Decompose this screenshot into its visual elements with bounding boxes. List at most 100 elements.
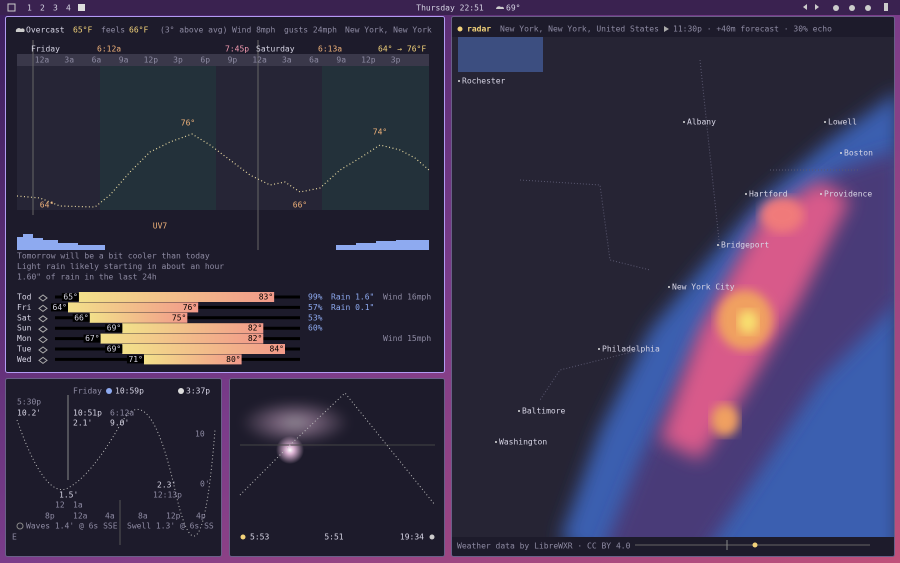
city-label: Lowell — [828, 118, 857, 127]
waves: Waves 1.4' @ 6s SSE — [26, 522, 118, 531]
lo-bg — [105, 345, 123, 353]
rain-amount: Rain 1.6" — [331, 293, 374, 302]
forecast-hi: 83° — [259, 293, 273, 302]
forecast-lo: 67° — [85, 334, 99, 343]
moonset-icon — [106, 388, 112, 394]
forecast-day: Wed — [17, 355, 32, 364]
lo-bg — [83, 334, 101, 343]
precip-chance: 99% — [308, 293, 323, 302]
moonset: 10:59p — [115, 387, 144, 396]
forecast-day: Tue — [17, 345, 32, 354]
scale-label: 10 — [195, 430, 205, 439]
forecast-icon — [38, 315, 48, 323]
date-mark: 12 — [55, 501, 65, 510]
tide-height: 9.0' — [110, 419, 129, 428]
tide-time: 12:13p — [153, 491, 182, 500]
active-workspace[interactable] — [78, 4, 85, 11]
forecast-lo: 71° — [128, 355, 142, 364]
city-label: Bridgeport — [721, 241, 769, 250]
swell: Swell 1.3' @ 6s SS — [127, 522, 214, 531]
tide-height: 2.3' — [157, 481, 176, 490]
rain-bars — [336, 240, 429, 250]
tide-curve — [16, 408, 216, 537]
workspace[interactable]: 1 — [27, 4, 32, 13]
hour-label: 12a — [35, 56, 50, 65]
city-dot — [824, 121, 826, 123]
sunset: 19:34 — [400, 533, 424, 542]
forecast-hi: 75° — [172, 313, 186, 322]
city-label: Rochester — [462, 77, 506, 86]
play-icon[interactable] — [664, 26, 669, 32]
city-dot — [518, 410, 520, 412]
temp-bar — [89, 312, 188, 323]
workspace[interactable]: 2 — [40, 4, 45, 13]
forecast-icon — [38, 325, 48, 333]
tide-hour: 12a — [73, 512, 88, 521]
city-dot — [820, 193, 822, 195]
sunset-icon — [429, 534, 435, 540]
lo-bg — [61, 293, 79, 301]
moonrise-icon — [178, 388, 184, 394]
workspace[interactable]: 4 — [66, 4, 71, 13]
temp-label: 64° — [40, 201, 54, 210]
feels-label: feels — [101, 26, 125, 35]
hour-label: 12p — [361, 56, 376, 65]
temp-bar — [122, 323, 264, 334]
city-label: New York City — [672, 283, 735, 292]
gusts: gusts 24mph — [284, 26, 337, 35]
temperature: 65°F — [73, 26, 92, 35]
solar-noon: 5:51 — [324, 533, 343, 542]
wave-icon — [16, 522, 24, 530]
cloud-icon — [15, 28, 25, 32]
rain-bars — [17, 234, 105, 250]
forecast-icon — [38, 356, 48, 365]
sunrise: 6:13a — [318, 45, 342, 54]
hour-label: 3p — [391, 56, 401, 65]
tide-time: 10:51p — [73, 409, 102, 418]
hour-label: 6a — [92, 56, 102, 65]
precip-chance: 53% — [308, 313, 323, 322]
forecast-icon — [38, 346, 48, 354]
lo-bg — [72, 313, 90, 322]
temp-bar — [100, 333, 264, 344]
forecast-lo: 66° — [74, 313, 88, 322]
city-label: Washington — [499, 438, 547, 447]
forecast-day: Tod — [17, 293, 32, 302]
hour-label: 6p — [200, 56, 210, 65]
forecast-day: Mon — [17, 334, 32, 343]
city-label: Albany — [687, 118, 716, 127]
tide-height: 2.1' — [73, 419, 92, 428]
city-label: Philadelphia — [602, 345, 660, 354]
tide-time: 5:30p — [17, 398, 41, 407]
workspace[interactable]: 3 — [53, 4, 58, 13]
forecast-wind: Wind 16mph — [383, 293, 431, 302]
hour-label: 12p — [144, 56, 159, 65]
summary-line: 1.60" of rain in the last 24h — [17, 273, 157, 282]
hour-label: 3p — [173, 56, 183, 65]
radar-map — [452, 37, 894, 537]
city-dot — [683, 121, 685, 123]
summary-line: Tomorrow will be a bit cooler than today — [17, 252, 210, 261]
temp-label: 74° — [373, 128, 387, 137]
radar-title: radar — [467, 25, 491, 34]
forecast-icon — [38, 294, 48, 302]
date-mark: 1a — [73, 501, 83, 510]
forecast-lo: 69° — [107, 324, 121, 333]
sun-curve — [239, 392, 436, 506]
sunrise: 6:12a — [97, 45, 121, 54]
city-label: Hartford — [749, 190, 788, 199]
radar-dot — [457, 26, 463, 32]
forecast-lo: 65° — [63, 293, 77, 302]
temp-label: 76° — [181, 119, 195, 128]
menu-icon[interactable] — [7, 3, 16, 12]
overflow: E — [12, 533, 17, 542]
slider-handle[interactable] — [752, 542, 758, 548]
feels-temp: 66°F — [129, 26, 148, 35]
tide-day: Friday — [73, 387, 102, 396]
lo-bg — [105, 324, 123, 333]
hour-label: 6a — [309, 56, 319, 65]
hour-label: 9p — [228, 56, 238, 65]
avg-note: (3° above avg) — [160, 26, 227, 35]
tray-weather: 69° — [506, 4, 520, 13]
forecast-day: Fri — [17, 303, 32, 312]
